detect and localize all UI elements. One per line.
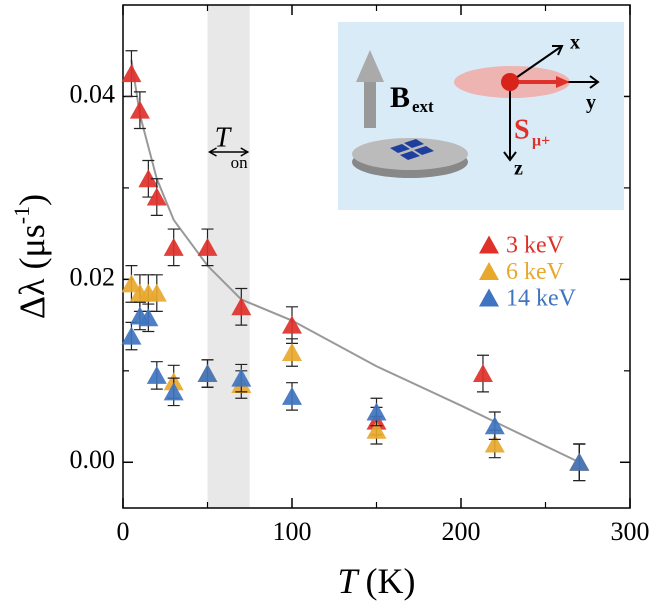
- data-point: [282, 306, 302, 344]
- data-point: [197, 228, 218, 267]
- marker: [146, 365, 167, 384]
- axis-z-label: z: [514, 158, 523, 180]
- data-point: [146, 178, 167, 216]
- field-sub: ext: [412, 97, 434, 116]
- data-point: [569, 443, 590, 482]
- marker: [282, 386, 302, 405]
- marker: [129, 100, 150, 119]
- y-tick-label: 0.04: [70, 79, 116, 108]
- y-label-sup: -1: [9, 206, 34, 224]
- field-arrow-shaft: [364, 80, 376, 128]
- data-point: [231, 287, 252, 326]
- marker: [484, 416, 505, 435]
- y-tick-label: 0.02: [70, 262, 116, 291]
- marker: [138, 169, 159, 188]
- axis-x-label: x: [570, 32, 580, 54]
- legend-marker: [479, 262, 499, 280]
- x-label-unit: (K): [366, 561, 416, 601]
- marker: [121, 64, 142, 83]
- data-point: [231, 363, 252, 393]
- data-point: [146, 361, 167, 390]
- spin-arrow-head: [556, 76, 570, 88]
- legend-label: 14 keV: [506, 286, 577, 312]
- fit-curve: [130, 59, 580, 464]
- sample-tiles: [390, 139, 434, 160]
- region-label-sub: on: [231, 153, 249, 172]
- marker: [121, 274, 142, 293]
- data-point: [163, 228, 184, 267]
- marker: [163, 237, 184, 256]
- marker: [231, 368, 252, 387]
- region-label: T: [215, 122, 233, 153]
- region-arrow-head: [207, 147, 217, 157]
- marker: [197, 237, 218, 256]
- data-point: [121, 50, 142, 98]
- data-point: [146, 274, 167, 312]
- marker: [146, 283, 167, 302]
- x-tick-label: 0: [117, 517, 130, 546]
- marker: [366, 420, 387, 439]
- data-point: [121, 321, 142, 351]
- data-point: [197, 359, 218, 388]
- y-label-close: ): [12, 194, 52, 206]
- legend-label: 3 keV: [506, 233, 565, 259]
- x-tick-label: 100: [273, 517, 312, 546]
- x-label-var: T: [337, 561, 360, 601]
- spin-sub: μ+: [532, 133, 550, 150]
- field-label: B: [390, 81, 410, 114]
- field-arrow-head: [356, 50, 384, 82]
- legend-label: 6 keV: [506, 259, 565, 285]
- marker: [282, 315, 302, 334]
- data-point: [282, 382, 302, 411]
- marker: [569, 452, 590, 471]
- y-label-text: Δλ (μs: [12, 224, 52, 319]
- data-point: [282, 338, 302, 367]
- marker: [163, 382, 184, 401]
- data-point: [366, 397, 387, 427]
- inset-diagram: B ext S μ+ x y z: [338, 22, 624, 210]
- axis-y-label: y: [586, 92, 596, 114]
- data-point: [138, 303, 159, 333]
- marker: [138, 308, 159, 327]
- x-tick-label: 200: [442, 517, 481, 546]
- marker: [366, 402, 387, 421]
- data-point: [163, 377, 184, 407]
- marker: [121, 326, 142, 345]
- marker: [146, 187, 167, 206]
- legend-marker: [479, 235, 499, 254]
- data-point: [484, 411, 505, 441]
- marker: [197, 364, 218, 383]
- marker: [484, 434, 505, 453]
- marker: [472, 364, 493, 383]
- shaded-region: [207, 5, 250, 508]
- x-axis-label: T (K): [337, 561, 415, 601]
- y-axis-label: Δλ (μs-1): [9, 194, 52, 319]
- x-tick-label: 300: [611, 517, 650, 546]
- marker: [231, 297, 252, 316]
- data-point: [472, 354, 493, 393]
- marker: [282, 343, 302, 362]
- inset-background: [338, 22, 624, 210]
- y-tick-label: 0.00: [70, 445, 116, 474]
- spin-label: S: [514, 114, 530, 145]
- legend-marker: [479, 288, 499, 307]
- region-arrow-head: [240, 147, 250, 157]
- data-point: [129, 91, 150, 130]
- muon: [501, 73, 519, 91]
